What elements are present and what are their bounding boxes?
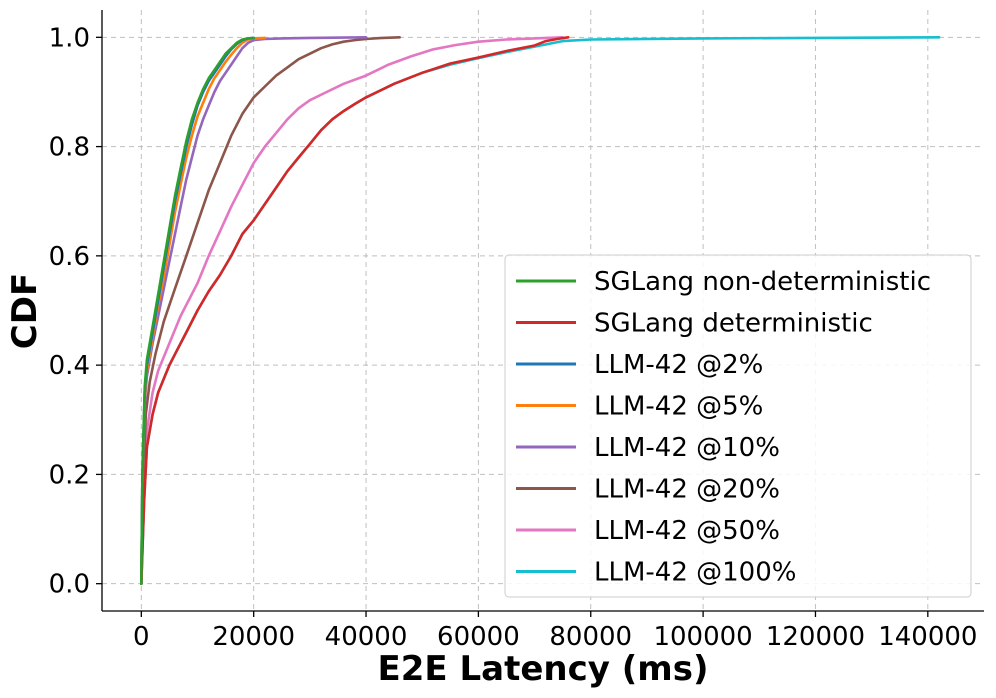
legend-label: SGLang deterministic [594,309,873,339]
x-tick-label: 20000 [212,622,295,652]
legend-label: LLM-42 @50% [594,516,780,546]
legend-label: LLM-42 @20% [594,475,780,505]
y-tick-label: 0.8 [49,133,90,163]
y-tick-label: 0.4 [49,351,90,381]
series-line-0 [140,36,255,586]
y-ticks: 0.0 0.2 0.4 0.6 0.8 1.0 [49,23,102,600]
x-tick-label: 60000 [437,622,520,652]
legend-label: SGLang non-deterministic [594,267,931,297]
series-lines [140,35,941,586]
y-tick-label: 0.2 [49,460,90,490]
x-tick-label: 100000 [653,622,752,652]
x-tick-label: 80000 [549,622,632,652]
x-axis-title: E2E Latency (ms) [378,649,709,689]
legend: SGLang non-deterministic SGLang determini… [504,254,972,598]
y-tick-label: 0.0 [49,570,90,600]
y-tick-label: 1.0 [49,23,90,53]
axes [101,10,984,612]
y-tick-label: 0.6 [49,242,90,272]
y-axis-title: CDF [5,273,45,349]
x-tick-label: 40000 [325,622,408,652]
x-tick-label: 140000 [878,622,977,652]
x-tick-label: 0 [133,622,150,652]
series-line-1 [140,35,570,586]
x-ticks: 0 20000 40000 60000 80000 100000 120000 140000 [133,611,977,652]
legend-label: LLM-42 @5% [594,392,763,422]
x-tick-label: 120000 [766,622,865,652]
series-line-6 [140,35,565,586]
legend-frame [504,254,972,598]
legend-label: LLM-42 @2% [594,350,763,380]
legend-label: LLM-42 @100% [594,558,796,588]
series-line-5 [140,35,402,586]
legend-items: SGLang non-deterministic SGLang determini… [516,267,931,588]
legend-label: LLM-42 @10% [594,433,780,463]
